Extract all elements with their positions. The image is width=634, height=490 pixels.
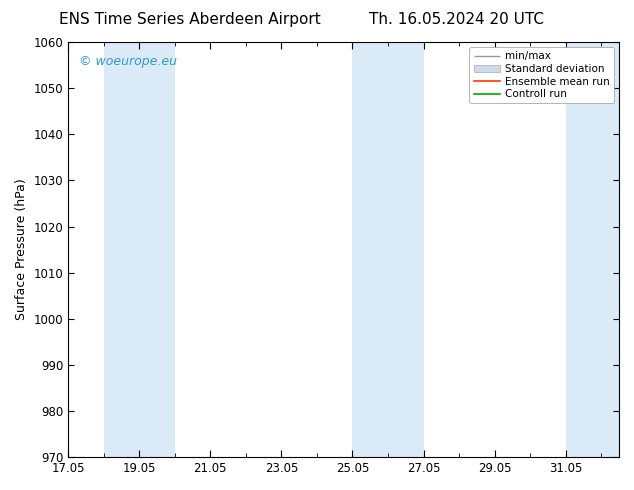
Bar	[566, 42, 619, 457]
Y-axis label: Surface Pressure (hPa): Surface Pressure (hPa)	[15, 179, 28, 320]
Text: Th. 16.05.2024 20 UTC: Th. 16.05.2024 20 UTC	[369, 12, 544, 27]
Bar	[353, 42, 388, 457]
Bar	[139, 42, 175, 457]
Legend: min/max, Standard deviation, Ensemble mean run, Controll run: min/max, Standard deviation, Ensemble me…	[469, 47, 614, 103]
Text: ENS Time Series Aberdeen Airport: ENS Time Series Aberdeen Airport	[60, 12, 321, 27]
Bar	[104, 42, 139, 457]
Text: © woeurope.eu: © woeurope.eu	[79, 54, 177, 68]
Bar	[388, 42, 424, 457]
